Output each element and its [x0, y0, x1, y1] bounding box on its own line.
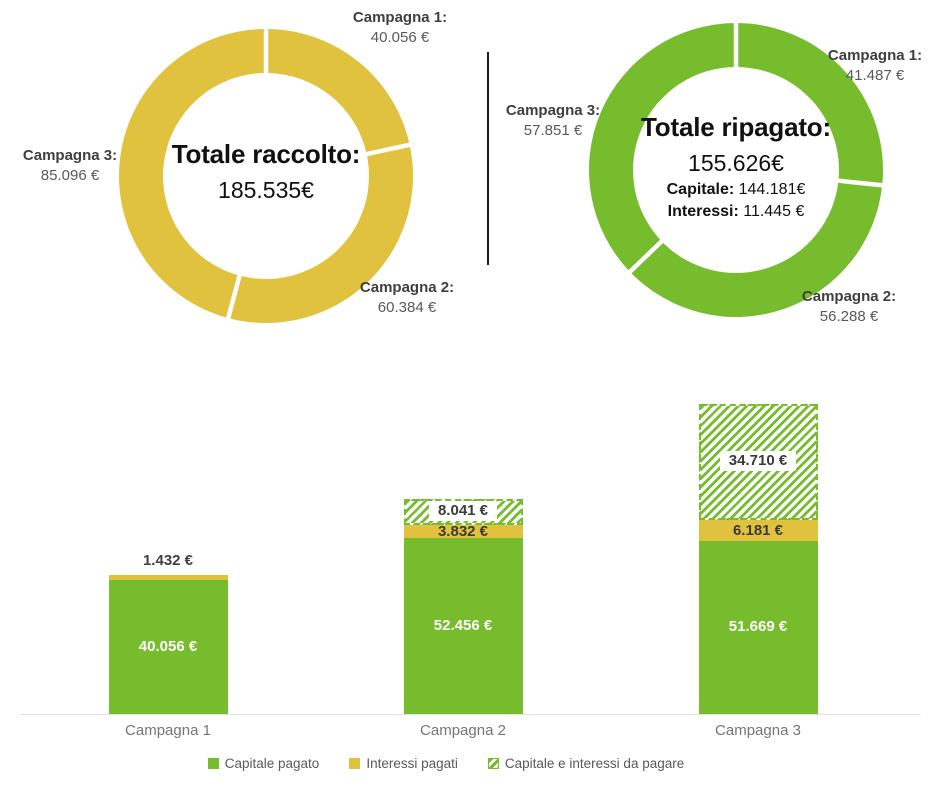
bar-value-label: 52.456 €: [433, 617, 493, 635]
category-label-campagna-3: Campagna 3: [715, 722, 801, 739]
slice-value: 57.851 €: [523, 121, 583, 139]
donut-segment: [629, 180, 883, 317]
donut-center-totale-ripagato: Totale ripagato: 155.626€ Capitale: 144.…: [616, 112, 856, 221]
legend-item-da-pagare: Capitale e interessi da pagare: [487, 756, 685, 771]
bar-segment-solid-yellow: [698, 520, 818, 541]
donut-segment-gap: [225, 270, 243, 323]
donut-segment: [119, 29, 266, 319]
donut-segment: [736, 23, 883, 186]
bar-value-label: 1.432 €: [142, 552, 194, 570]
donut-segment: [589, 23, 736, 272]
donut-segment-gap: [361, 141, 415, 158]
bar-value-label: 51.669 €: [728, 618, 788, 636]
slice-label: Campagna 2:: [801, 288, 897, 305]
detail-label: Interessi:: [667, 203, 739, 220]
donut-segment-gap: [833, 177, 886, 188]
legend-label: Capitale pagato: [224, 756, 320, 771]
bar-value-label: 6.181 €: [732, 521, 784, 539]
chart-legend: Capitale pagato Interessi pagati Capital…: [0, 756, 892, 771]
bar-segment-solid-green: [698, 540, 818, 714]
donut-title: Totale raccolto:: [171, 139, 361, 169]
bar-segment-solid-yellow: [108, 575, 228, 580]
donut-detail-capitale: Capitale: 144.181€: [616, 181, 856, 199]
donut-title: Totale ripagato:: [641, 112, 831, 142]
donut-label-raccolto-campagna-1: Campagna 1: 40.056 €: [336, 8, 464, 48]
slice-label: Campagna 1:: [352, 9, 448, 26]
detail-label: Capitale:: [666, 181, 735, 198]
donut-segment: [266, 29, 410, 155]
bar-value-label-box: 34.710 €: [719, 451, 797, 472]
slice-label: Campagna 3:: [22, 147, 118, 164]
bar-value-label-box: 8.041 €: [428, 501, 498, 522]
donut-total-value: 185.535€: [218, 177, 314, 203]
donut-label-raccolto-campagna-3: Campagna 3: 85.096 €: [14, 146, 126, 186]
slice-value: 56.288 €: [819, 307, 879, 325]
slice-value: 85.096 €: [40, 166, 100, 184]
donut-total-value: 155.626€: [688, 150, 784, 176]
bar-value-label: 3.832 €: [437, 522, 489, 540]
legend-swatch-hatched-icon: [487, 758, 499, 769]
slice-value: 60.384 €: [377, 298, 437, 316]
stacked-bar-chart: Campagna 1 Campagna 2 Campagna 3 Capital…: [0, 390, 939, 793]
donut-segment: [228, 144, 414, 323]
donut-label-ripagato-campagna-3: Campagna 3: 57.851 €: [494, 101, 612, 141]
legend-item-capitale-pagato: Capitale pagato: [207, 756, 320, 771]
slice-label: Campagna 2:: [359, 279, 455, 296]
legend-label: Interessi pagati: [366, 756, 458, 771]
slice-value: 40.056 €: [370, 28, 430, 46]
x-axis-line: [20, 714, 921, 715]
bar-value-label: 40.056 €: [138, 637, 198, 655]
legend-swatch-yellow-icon: [349, 758, 361, 769]
bar-segment-solid-green: [108, 579, 228, 714]
slice-label: Campagna 1:: [827, 47, 923, 64]
bar-value-label: 8.041 €: [404, 501, 523, 522]
donut-label-ripagato-campagna-1: Campagna 1: 41.487 €: [816, 46, 934, 86]
donut-chart-totale-ripagato: [589, 20, 886, 317]
bar-value-label: 34.710 €: [699, 451, 818, 472]
category-label-campagna-2: Campagna 2: [420, 722, 506, 739]
slice-label: Campagna 3:: [505, 102, 601, 119]
donut-chart-totale-raccolto: [119, 26, 415, 323]
donut-detail-interessi: Interessi: 11.445 €: [616, 203, 856, 221]
donut-label-raccolto-campagna-2: Campagna 2: 60.384 €: [352, 278, 462, 318]
category-label-campagna-1: Campagna 1: [125, 722, 211, 739]
bar-segment-solid-yellow: [403, 525, 523, 539]
detail-value: 144.181€: [734, 181, 806, 198]
bar-segment-solid-green: [403, 538, 523, 714]
detail-value: 11.445 €: [738, 203, 805, 220]
legend-item-interessi-pagati: Interessi pagati: [349, 756, 458, 771]
donut-center-totale-raccolto: Totale raccolto: 185.535€: [146, 139, 386, 204]
slice-value: 41.487 €: [845, 66, 905, 84]
legend-label: Capitale e interessi da pagare: [504, 756, 685, 771]
legend-swatch-green-icon: [207, 758, 219, 769]
section-divider: [487, 52, 489, 265]
donut-segment-gap: [625, 236, 667, 277]
donut-label-ripagato-campagna-2: Campagna 2: 56.288 €: [788, 287, 910, 327]
